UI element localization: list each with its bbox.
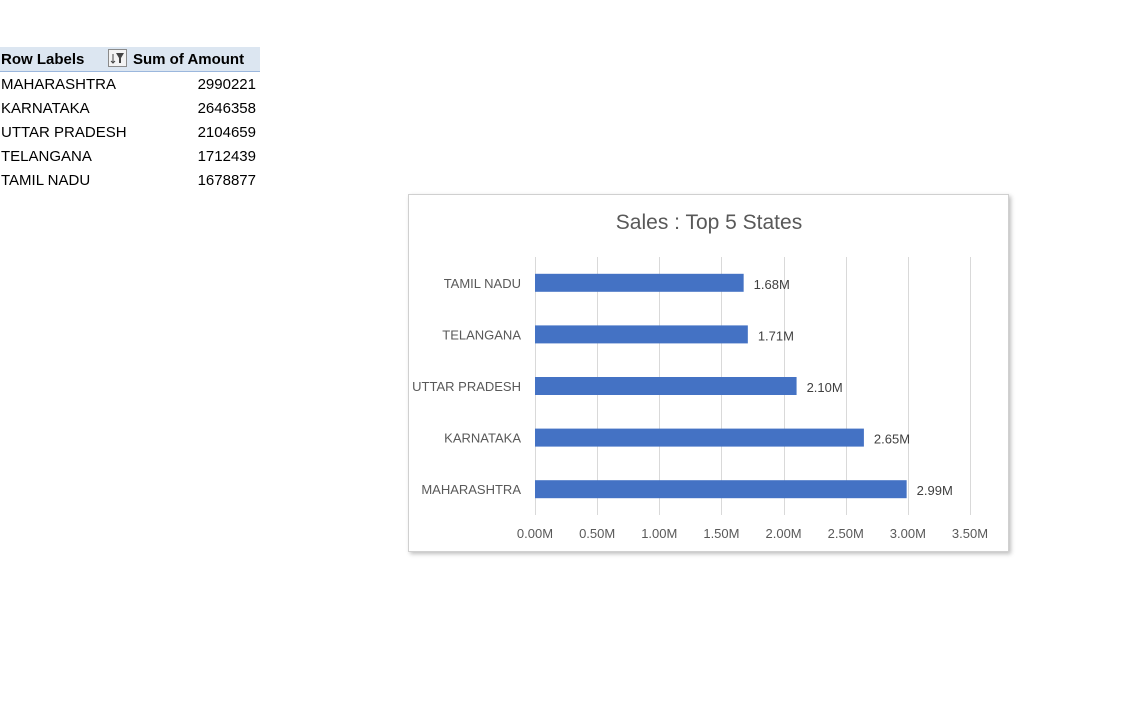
pivot-row-label: MAHARASHTRA xyxy=(1,76,117,93)
chart-canvas: Sales : Top 5 States 0.00M 0.50M 1.00M 1.50… xyxy=(412,211,988,541)
x-tick-label: 1.50M xyxy=(703,526,739,541)
bar[interactable] xyxy=(535,377,797,395)
pivot-row[interactable]: TAMIL NADU 1678877 xyxy=(0,168,260,192)
pivot-row-label: UTTAR PRADESH xyxy=(1,124,127,141)
x-tick-label: 3.50M xyxy=(952,526,988,541)
pivot-row-value: 2990221 xyxy=(197,76,256,93)
bar[interactable] xyxy=(535,325,748,344)
pivot-row-value: 2646358 xyxy=(197,100,256,117)
x-tick-label: 3.00M xyxy=(890,526,926,541)
bar[interactable] xyxy=(535,480,907,499)
category-label: MAHARASHTRA xyxy=(421,482,521,497)
sum-of-amount-header: Sum of Amount xyxy=(133,51,245,68)
bars xyxy=(535,273,907,499)
x-tick-label: 0.00M xyxy=(517,526,553,541)
pivot-row[interactable]: UTTAR PRADESH 2104659 xyxy=(0,120,260,144)
category-label: UTTAR PRADESH xyxy=(412,379,521,394)
x-tick-label: 2.50M xyxy=(828,526,864,541)
pivot-table: Row Labels Sum of Amount MAHARASHTRA 299… xyxy=(0,47,260,192)
data-label: 1.68M xyxy=(754,277,790,292)
row-labels-header: Row Labels xyxy=(1,51,85,68)
category-label: TAMIL NADU xyxy=(444,276,521,291)
labels: 0.00M 0.50M 1.00M 1.50M 2.00M 2.50M 3.00M 3.50M… xyxy=(412,276,988,541)
data-label: 2.10M xyxy=(807,380,843,395)
pivot-header-row: Row Labels Sum of Amount xyxy=(0,47,260,72)
pivot-row[interactable]: MAHARASHTRA 2990221 xyxy=(0,72,260,96)
bar[interactable] xyxy=(535,273,744,292)
chart-title: Sales : Top 5 States xyxy=(616,211,802,234)
category-label: KARNATAKA xyxy=(444,431,521,446)
x-tick-label: 0.50M xyxy=(579,526,615,541)
pivot-row-label: TELANGANA xyxy=(1,148,92,165)
pivot-row[interactable]: KARNATAKA 2646358 xyxy=(0,96,260,120)
pivot-row-value: 2104659 xyxy=(197,124,256,141)
pivot-row[interactable]: TELANGANA 1712439 xyxy=(0,144,260,168)
category-label: TELANGANA xyxy=(442,327,521,342)
pivot-row-value: 1678877 xyxy=(197,172,256,189)
data-label: 1.71M xyxy=(758,328,794,343)
filter-funnel-glyph xyxy=(110,53,124,64)
data-label: 2.99M xyxy=(917,483,953,498)
pivot-row-value: 1712439 xyxy=(197,148,256,165)
x-tick-label: 2.00M xyxy=(766,526,802,541)
sales-chart[interactable]: Sales : Top 5 States 0.00M 0.50M 1.00M 1.50… xyxy=(408,194,1009,552)
pivot-row-label: KARNATAKA xyxy=(1,100,90,117)
x-tick-label: 1.00M xyxy=(641,526,677,541)
pivot-row-label: TAMIL NADU xyxy=(1,172,91,189)
data-label: 2.65M xyxy=(874,432,910,447)
bar[interactable] xyxy=(535,428,864,447)
filter-sort-icon[interactable] xyxy=(108,49,127,67)
